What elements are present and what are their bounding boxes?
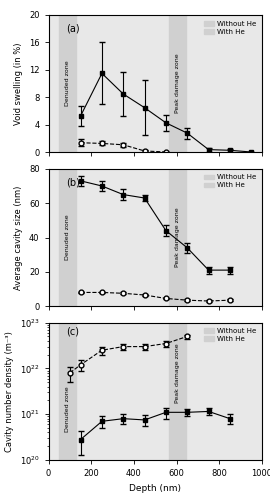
Bar	[169, 15, 186, 152]
Text: Denuded zone: Denuded zone	[65, 386, 70, 432]
X-axis label: Depth (nm): Depth (nm)	[129, 484, 181, 492]
Legend: Without He, With He: Without He, With He	[202, 172, 258, 190]
Y-axis label: Cavity number density (m⁻³): Cavity number density (m⁻³)	[5, 331, 14, 452]
Bar	[59, 15, 76, 152]
Text: (a): (a)	[66, 23, 79, 33]
Text: (b): (b)	[66, 177, 80, 187]
Legend: Without He, With He: Without He, With He	[202, 18, 258, 36]
Bar	[59, 322, 76, 460]
Text: Denuded zone: Denuded zone	[65, 61, 70, 106]
Bar	[59, 169, 76, 306]
Text: Peak damage zone: Peak damage zone	[175, 54, 180, 114]
Text: Denuded zone: Denuded zone	[65, 214, 70, 260]
Y-axis label: Average cavity size (nm): Average cavity size (nm)	[14, 186, 23, 290]
Bar	[169, 169, 186, 306]
Text: Peak damage zone: Peak damage zone	[175, 208, 180, 268]
Y-axis label: Void swelling (in %): Void swelling (in %)	[14, 42, 23, 125]
Text: Peak damage zone: Peak damage zone	[175, 344, 180, 403]
Legend: Without He, With He: Without He, With He	[202, 326, 258, 344]
Text: (c): (c)	[66, 327, 79, 337]
Bar	[169, 322, 186, 460]
